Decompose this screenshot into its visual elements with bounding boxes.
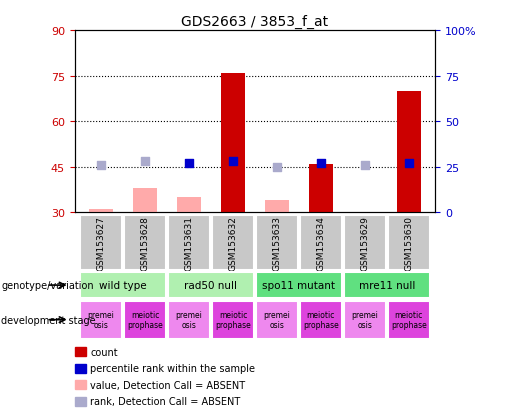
FancyBboxPatch shape [168,273,254,298]
Text: wild type: wild type [99,280,147,290]
Text: premei
osis: premei osis [88,310,114,330]
FancyBboxPatch shape [124,215,166,270]
Text: meiotic
prophase: meiotic prophase [391,310,426,330]
Point [360,162,369,169]
Text: GSM153627: GSM153627 [96,215,106,270]
FancyBboxPatch shape [344,301,386,339]
Text: GSM153628: GSM153628 [141,215,149,270]
FancyBboxPatch shape [80,215,122,270]
Bar [309,164,333,213]
Text: mre11 null: mre11 null [358,280,415,290]
Text: rad50 null: rad50 null [184,280,237,290]
Bar [221,74,245,213]
Bar [177,197,201,213]
FancyBboxPatch shape [388,301,430,339]
Point [273,164,281,171]
Text: premei
osis: premei osis [176,310,202,330]
Bar [89,210,113,213]
Text: spo11 mutant: spo11 mutant [262,280,335,290]
Point [185,160,193,167]
FancyBboxPatch shape [168,215,210,270]
FancyBboxPatch shape [256,301,298,339]
Text: rank, Detection Call = ABSENT: rank, Detection Call = ABSENT [90,396,241,406]
Point [229,159,237,165]
Text: meiotic
prophase: meiotic prophase [215,310,251,330]
FancyBboxPatch shape [212,215,254,270]
FancyBboxPatch shape [300,301,342,339]
Point [141,159,149,165]
Text: premei
osis: premei osis [264,310,290,330]
Text: value, Detection Call = ABSENT: value, Detection Call = ABSENT [90,380,245,390]
Text: GSM153632: GSM153632 [229,215,237,270]
FancyBboxPatch shape [80,273,166,298]
Text: percentile rank within the sample: percentile rank within the sample [90,363,255,373]
Point [405,160,413,167]
Text: meiotic
prophase: meiotic prophase [127,310,163,330]
Text: development stage: development stage [1,315,96,325]
Text: genotype/variation: genotype/variation [1,280,94,290]
Text: meiotic
prophase: meiotic prophase [303,310,339,330]
FancyBboxPatch shape [344,215,386,270]
Point [97,162,105,169]
FancyBboxPatch shape [80,301,122,339]
Text: GSM153630: GSM153630 [404,215,414,270]
FancyBboxPatch shape [124,301,166,339]
FancyBboxPatch shape [212,301,254,339]
FancyBboxPatch shape [300,215,342,270]
Text: GSM153629: GSM153629 [360,215,369,270]
Text: GSM153634: GSM153634 [316,215,325,270]
Text: GSM153633: GSM153633 [272,215,281,270]
FancyBboxPatch shape [344,273,430,298]
FancyBboxPatch shape [388,215,430,270]
Bar [265,201,289,213]
Bar [397,92,421,213]
Bar [133,188,157,213]
Text: count: count [90,347,118,357]
Text: premei
osis: premei osis [351,310,379,330]
FancyBboxPatch shape [168,301,210,339]
FancyBboxPatch shape [256,215,298,270]
Title: GDS2663 / 3853_f_at: GDS2663 / 3853_f_at [181,14,329,28]
Text: GSM153631: GSM153631 [184,215,194,270]
FancyBboxPatch shape [256,273,342,298]
Point [317,160,325,167]
